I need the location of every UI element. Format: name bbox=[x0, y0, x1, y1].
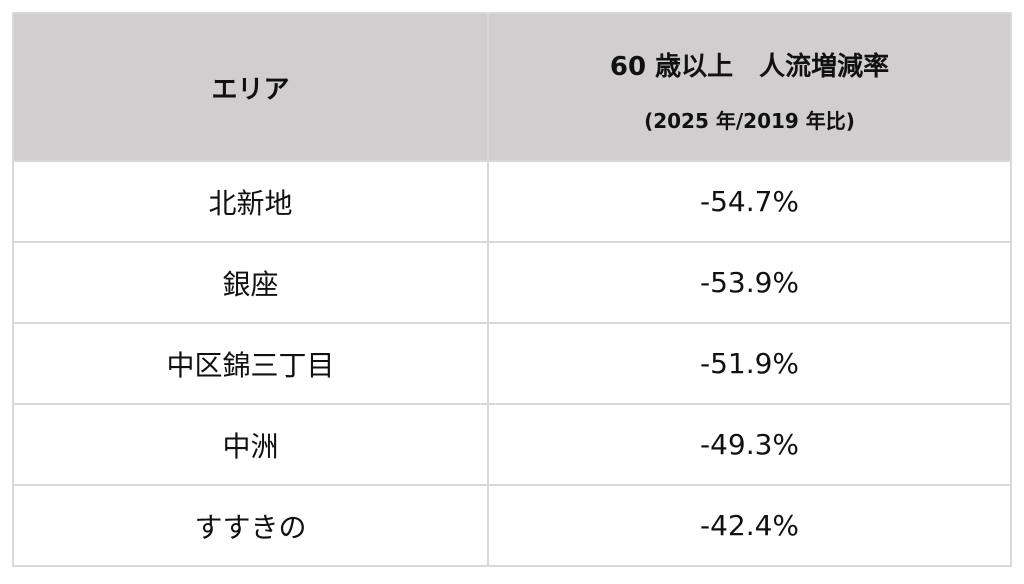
header-cell: エリア bbox=[12, 12, 489, 162]
rate-cell: -53.9% bbox=[487, 241, 1012, 324]
area-cell: 中区錦三丁目 bbox=[12, 322, 489, 405]
rate-cell: -54.7% bbox=[487, 160, 1012, 243]
area-cell: すすきの bbox=[12, 484, 489, 567]
table-row: 中洲 -49.3% bbox=[12, 403, 1012, 486]
area-table: エリア 60 歳以上 人流増減率 (2025 年/2019 年比) 北新地 -54… bbox=[12, 12, 1012, 567]
rate-cell: -51.9% bbox=[487, 322, 1012, 405]
header-title: 60 歳以上 人流増減率 bbox=[609, 52, 890, 82]
table-body: 北新地 -54.7% 銀座 -53.9% 中区錦三丁目 -51.9% 中洲 -49.3% すすき… bbox=[12, 160, 1012, 567]
table-row: 中区錦三丁目 -51.9% bbox=[12, 322, 1012, 405]
area-cell: 中洲 bbox=[12, 403, 489, 486]
header-row: エリア 60 歳以上 人流増減率 (2025 年/2019 年比) bbox=[12, 12, 1012, 162]
header-subtitle: (2025 年/2019 年比) bbox=[644, 109, 855, 133]
table-row: 北新地 -54.7% bbox=[12, 160, 1012, 243]
table-row: 銀座 -53.9% bbox=[12, 241, 1012, 324]
header-cell: 60 歳以上 人流増減率 (2025 年/2019 年比) bbox=[487, 12, 1012, 162]
rate-cell: -42.4% bbox=[487, 484, 1012, 567]
rate-cell: -49.3% bbox=[487, 403, 1012, 486]
area-cell: 銀座 bbox=[12, 241, 489, 324]
area-cell: 北新地 bbox=[12, 160, 489, 243]
table-row: すすきの -42.4% bbox=[12, 484, 1012, 567]
